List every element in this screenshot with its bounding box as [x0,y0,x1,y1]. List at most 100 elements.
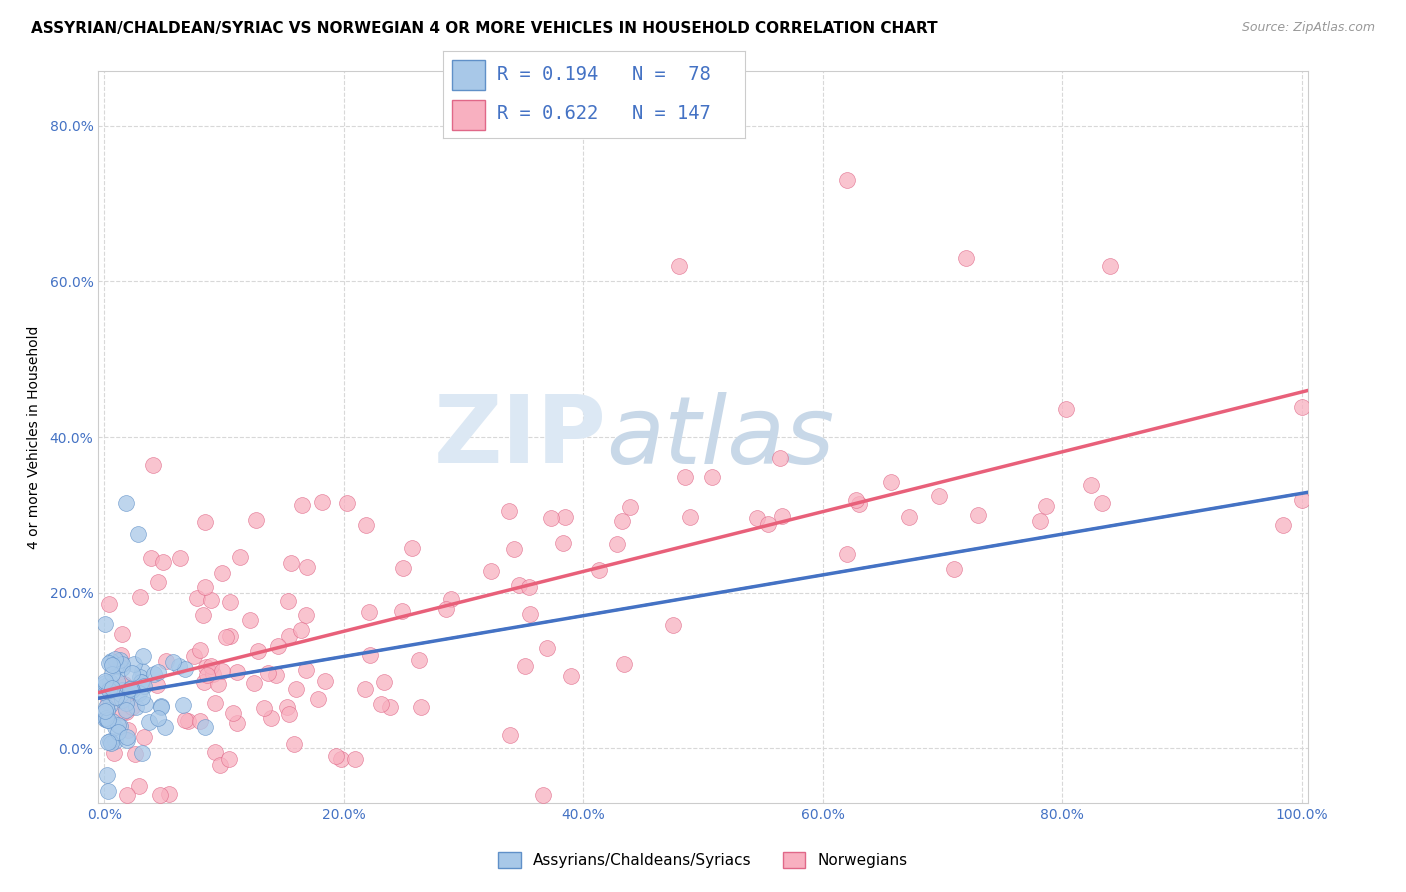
Point [94,616,117,631]
Point [610,514,633,528]
Point [150,700,173,714]
Point [132,679,155,693]
Point [115,733,138,747]
Point [239,613,262,627]
Text: ASSYRIAN/CHALDEAN/SYRIAC VS NORWEGIAN 4 OR MORE VEHICLES IN HOUSEHOLD CORRELATIO: ASSYRIAN/CHALDEAN/SYRIAC VS NORWEGIAN 4 … [31,21,938,36]
Point [97,695,120,709]
Point [200,659,222,673]
Point [110,648,132,662]
Point [177,714,200,729]
Point [211,566,233,580]
Point [111,693,134,707]
Point [122,657,145,672]
Point [606,537,628,551]
Point [284,682,307,697]
Point [148,711,170,725]
Point [336,496,359,510]
Point [613,657,636,671]
Point [121,666,143,681]
Point [228,549,250,564]
Point [307,692,329,706]
Point [218,752,240,766]
Point [391,604,413,618]
Point [97,783,120,797]
Point [519,580,541,594]
Point [110,653,132,667]
Point [98,698,121,712]
Point [94,674,117,689]
Point [253,701,276,715]
Point [191,607,214,622]
Point [540,511,562,525]
Point [440,592,463,607]
Point [118,682,141,697]
Point [195,660,218,674]
Point [747,511,769,525]
Point [112,677,135,691]
Point [98,734,121,748]
Point [139,551,162,566]
Point [280,556,302,570]
Point [121,700,143,714]
Point [155,654,177,668]
Point [1028,514,1050,528]
Point [138,714,160,729]
Point [149,788,172,802]
Point [325,748,347,763]
Point [204,696,226,710]
Point [770,508,793,523]
Text: R = 0.622   N = 147: R = 0.622 N = 147 [498,103,711,123]
Text: Source: ZipAtlas.com: Source: ZipAtlas.com [1241,21,1375,34]
Point [125,700,148,714]
Point [314,673,336,688]
Point [291,498,314,512]
Point [700,470,723,484]
Point [146,665,169,679]
Point [508,577,530,591]
Point [96,713,118,727]
Point [515,658,537,673]
Point [359,648,381,662]
Point [94,711,117,725]
Point [202,666,225,681]
Point [98,683,121,698]
Point [204,745,226,759]
Point [94,676,117,690]
Point [110,719,132,733]
Point [120,681,142,695]
Point [519,607,541,621]
Point [880,475,903,489]
Point [503,541,526,556]
Point [124,747,146,762]
Point [93,679,115,693]
Point [1091,496,1114,510]
Point [110,687,132,701]
Point [222,706,245,721]
Point [264,668,287,682]
Point [117,723,139,738]
Point [150,698,173,713]
Point [401,541,423,556]
Point [225,665,247,679]
Point [679,509,702,524]
Point [157,787,180,801]
Point [848,497,870,511]
Point [835,547,858,561]
Point [93,686,115,700]
Point [129,674,152,689]
Point [96,699,118,714]
Point [370,697,392,711]
Point [167,659,190,673]
Point [103,684,125,698]
Point [128,780,150,794]
Point [354,517,377,532]
Point [479,564,502,578]
Point [1099,259,1122,273]
Point [105,655,128,669]
Point [104,659,127,673]
Point [98,597,121,611]
Point [112,679,135,693]
Point [378,699,401,714]
Text: atlas: atlas [606,392,835,483]
Point [498,504,520,518]
